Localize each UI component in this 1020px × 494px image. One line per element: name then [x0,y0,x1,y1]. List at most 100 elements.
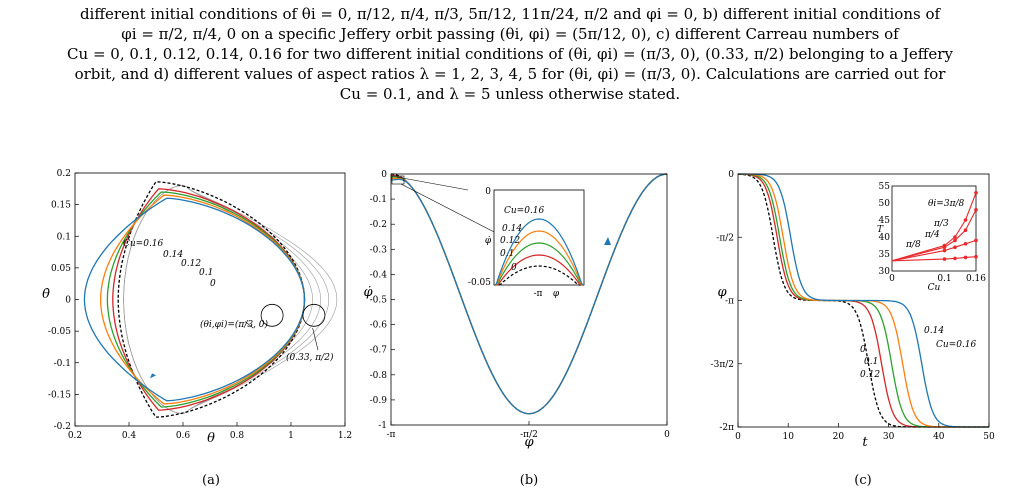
zoom-connector [400,183,501,236]
curve-label: 0.1 [864,357,878,367]
y-tick-label: -0.2 [54,422,71,432]
y-tick-label: 0.15 [51,201,71,211]
y-tick-label: 0.2 [57,169,71,179]
curve-label: 0 [210,279,216,289]
curve-label: 0.12 [181,259,201,269]
inset-T-point [953,238,957,243]
y-tick-label: -2π [719,423,734,433]
inset-line [494,265,584,286]
inset-T-point [953,235,957,239]
inset-x-label: Cu [928,283,941,293]
phi-dot-line [390,173,668,415]
y-tick-label: 0.05 [51,264,71,274]
inset-T-point [942,257,947,261]
inset-frame [493,189,585,286]
x-tick-label: -π/2 [520,430,538,440]
x-tick-label: 0.2 [68,431,82,441]
y-tick-label: 0.1 [57,232,71,242]
y-tick-label: -0.9 [370,396,388,406]
direction-arrow [150,373,156,379]
inset-line [494,254,584,286]
curve-label: Cu=0.16 [123,239,164,249]
y-tick-label: -0.1 [370,195,387,205]
jeffery-orbit-line [123,185,330,414]
figure-caption: different initial conditions of θi = 0, … [8,4,1012,104]
y-tick-label: -0.4 [370,270,388,280]
inset-T-point [974,254,978,259]
y-tick-label: -0.7 [370,346,388,356]
curve-label: 0.12 [860,370,880,380]
inset-curve-label: 0 [511,263,517,273]
inset-T-point [963,228,968,232]
inset-curve-label: 0.12 [500,236,520,246]
zoom-connector [396,176,469,191]
inset-tick-label: 30 [879,267,891,277]
inset-tick-label: 40 [879,233,891,243]
inset-T-point [942,248,947,253]
y-tick-label: -π [725,297,734,307]
curve-label: 0 [860,345,866,355]
zoom-box [391,175,405,185]
y-axis-label: φ̇ [363,285,373,300]
inset-T-point [953,245,957,249]
x-tick-label: 0.8 [230,431,245,441]
inset-T-point [974,238,978,243]
inset-curve-label: 0.14 [502,224,522,234]
orbit-line-Cu-0-12 [106,191,306,408]
inset-T-point [963,242,968,246]
curve-label: 0.1 [199,268,213,278]
x-axis-label: θ [207,431,215,446]
orbit-line-Cu-0-1 [112,188,306,411]
inset-series-label: π/4 [924,230,940,240]
orbit-line-Cu-0 [117,181,306,418]
y-tick-label: -0.8 [370,371,388,381]
y-tick-label: -3π/2 [711,360,734,370]
initial-condition-circle [302,303,326,327]
x-tick-label: 0.4 [122,431,137,441]
inset-y-label: T [877,225,884,235]
x-tick-label: -π [387,430,396,440]
initial-condition-circle [260,303,284,327]
inset-line [494,242,584,286]
inset-tick-label: 50 [879,199,891,209]
inset-T-point [953,256,957,261]
panel-label: (c) [854,473,871,488]
y-tick-label: 0 [65,296,71,306]
inset-T-point [974,191,978,195]
inset-series-label: π/8 [905,240,921,250]
orbit-line-Cu-0-16 [83,197,306,402]
x-tick-label: 50 [983,432,995,442]
x-tick-label: 40 [933,432,945,442]
inset-T-point [963,218,968,222]
inset-x-label: φ [553,289,560,299]
inset-curve-label: 0.1 [500,249,514,259]
pointer-line [312,327,319,351]
jeffery-orbit-line [123,185,313,414]
y-tick-label: -1 [378,421,387,431]
inset-tick-label: -π [534,289,543,299]
inset-y-label: φ̇ [485,236,492,246]
x-tick-label: 0.6 [176,431,191,441]
y-tick-label: -0.2 [370,220,387,230]
inset-curve-label: Cu=0.16 [504,206,545,216]
inset-tick-label: 0 [485,187,491,197]
y-tick-label: -0.15 [48,390,71,400]
panel-label: (a) [202,473,220,488]
y-tick-label: -π/2 [716,233,734,243]
caption-line: different initial conditions of θi = 0, … [79,5,941,23]
x-axis-label: t [862,435,868,450]
y-tick-label: 0 [728,170,734,180]
phi-time-line [737,173,989,428]
inset-series-label: θi=3π/8 [928,199,965,209]
y-tick-label: -0.3 [370,245,388,255]
y-tick-label: -0.05 [48,327,71,337]
orbit-line-Cu-0-14 [99,194,306,405]
inset-tick-label: 0.1 [937,274,951,284]
caption-line: Cu = 0, 0.1, 0.12, 0.14, 0.16 for two di… [67,45,953,63]
y-axis-label: θ̇ [42,287,50,302]
inset-tick-label: -0.05 [468,278,491,288]
x-tick-label: 30 [883,432,895,442]
inset-tick-label: 0.16 [966,274,986,284]
direction-arrow [604,237,611,245]
